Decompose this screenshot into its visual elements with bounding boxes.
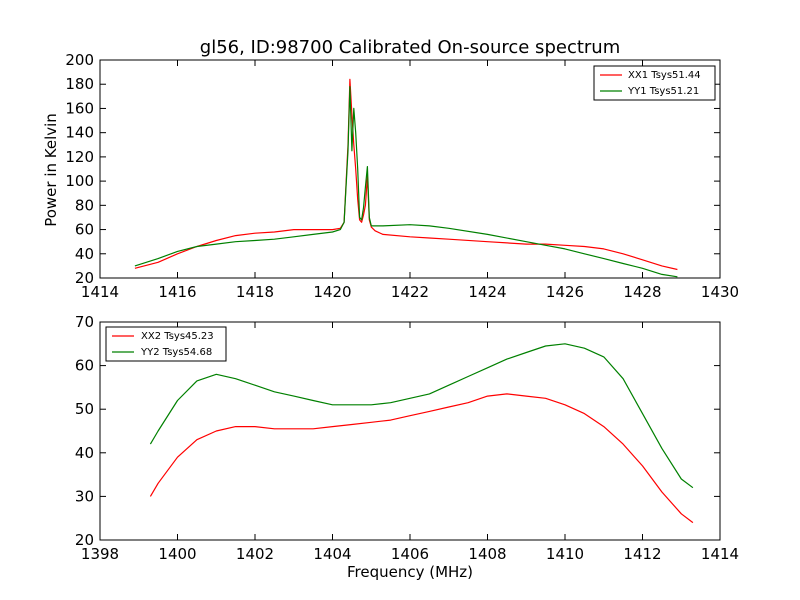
series-line-0-0 — [134, 78, 678, 271]
top-series-lines — [134, 78, 678, 278]
y-tick-label: 60 — [75, 221, 94, 239]
y-tick-label: 40 — [75, 245, 94, 263]
top-panel: gl56, ID:98700 Calibrated On-source spec… — [42, 37, 739, 301]
y-tick-label: 80 — [75, 196, 94, 214]
bottom-panel: Frequency (MHz) 1398 1400 1402 1404 1406 1408… — [75, 313, 739, 581]
y-axis-label: Power in Kelvin — [42, 113, 60, 227]
legend-entry-yy2: YY2 Tsys54.68 — [140, 347, 212, 358]
y-tick-label: 20 — [75, 531, 94, 549]
x-tick-label: 1410 — [546, 545, 584, 563]
x-tick-label: 1416 — [158, 283, 196, 301]
y-tick-label: 160 — [65, 99, 94, 117]
legend-box — [105, 326, 227, 362]
x-axis-label: Frequency (MHz) — [347, 563, 473, 581]
y-tick-label: 50 — [75, 400, 94, 418]
x-tick-label: 1412 — [623, 545, 661, 563]
x-tick-label: 1400 — [158, 545, 196, 563]
x-tick-label: 1414 — [81, 283, 119, 301]
bottom-series-lines — [149, 343, 694, 524]
series-line-0-1 — [134, 85, 678, 278]
top-ticks: 1414 1416 1418 1420 1422 1424 1426 1428 1430 20 40… — [65, 51, 739, 301]
legend-entry-xx1: XX1 Tsys51.44 — [628, 70, 701, 81]
bottom-ticks: 1398 1400 1402 1404 1406 1408 1410 1412 1414 20 30… — [75, 313, 739, 563]
x-tick-label: 1424 — [468, 283, 506, 301]
series-line-1-1 — [149, 343, 694, 489]
legend-entry-xx2: XX2 Tsys45.23 — [141, 331, 214, 342]
legend-box — [593, 65, 716, 101]
y-tick-label: 70 — [75, 313, 94, 331]
x-tick-label: 1398 — [81, 545, 119, 563]
x-tick-label: 1430 — [701, 283, 739, 301]
legend-entry-yy1: YY1 Tsys51.21 — [627, 86, 699, 97]
x-tick-label: 1402 — [236, 545, 274, 563]
y-tick-label: 180 — [65, 75, 94, 93]
y-tick-label: 40 — [75, 444, 94, 462]
x-tick-label: 1408 — [468, 545, 506, 563]
chart-title: gl56, ID:98700 Calibrated On-source spec… — [200, 37, 620, 58]
x-tick-label: 1420 — [313, 283, 351, 301]
y-tick-label: 140 — [65, 124, 94, 142]
y-tick-label: 200 — [65, 51, 94, 69]
x-tick-label: 1426 — [546, 283, 584, 301]
x-tick-label: 1422 — [391, 283, 429, 301]
x-tick-label: 1418 — [236, 283, 274, 301]
y-tick-label: 20 — [75, 269, 94, 287]
top-legend: XX1 Tsys51.44 YY1 Tsys51.21 — [593, 65, 716, 101]
y-tick-label: 100 — [65, 172, 94, 190]
bottom-legend: XX2 Tsys45.23 YY2 Tsys54.68 — [105, 326, 227, 362]
x-tick-label: 1414 — [701, 545, 739, 563]
x-tick-label: 1406 — [391, 545, 429, 563]
y-tick-label: 30 — [75, 487, 94, 505]
y-tick-label: 120 — [65, 148, 94, 166]
x-tick-label: 1428 — [623, 283, 661, 301]
series-line-1-0 — [149, 393, 694, 524]
y-tick-label: 60 — [75, 357, 94, 375]
x-tick-label: 1404 — [313, 545, 351, 563]
